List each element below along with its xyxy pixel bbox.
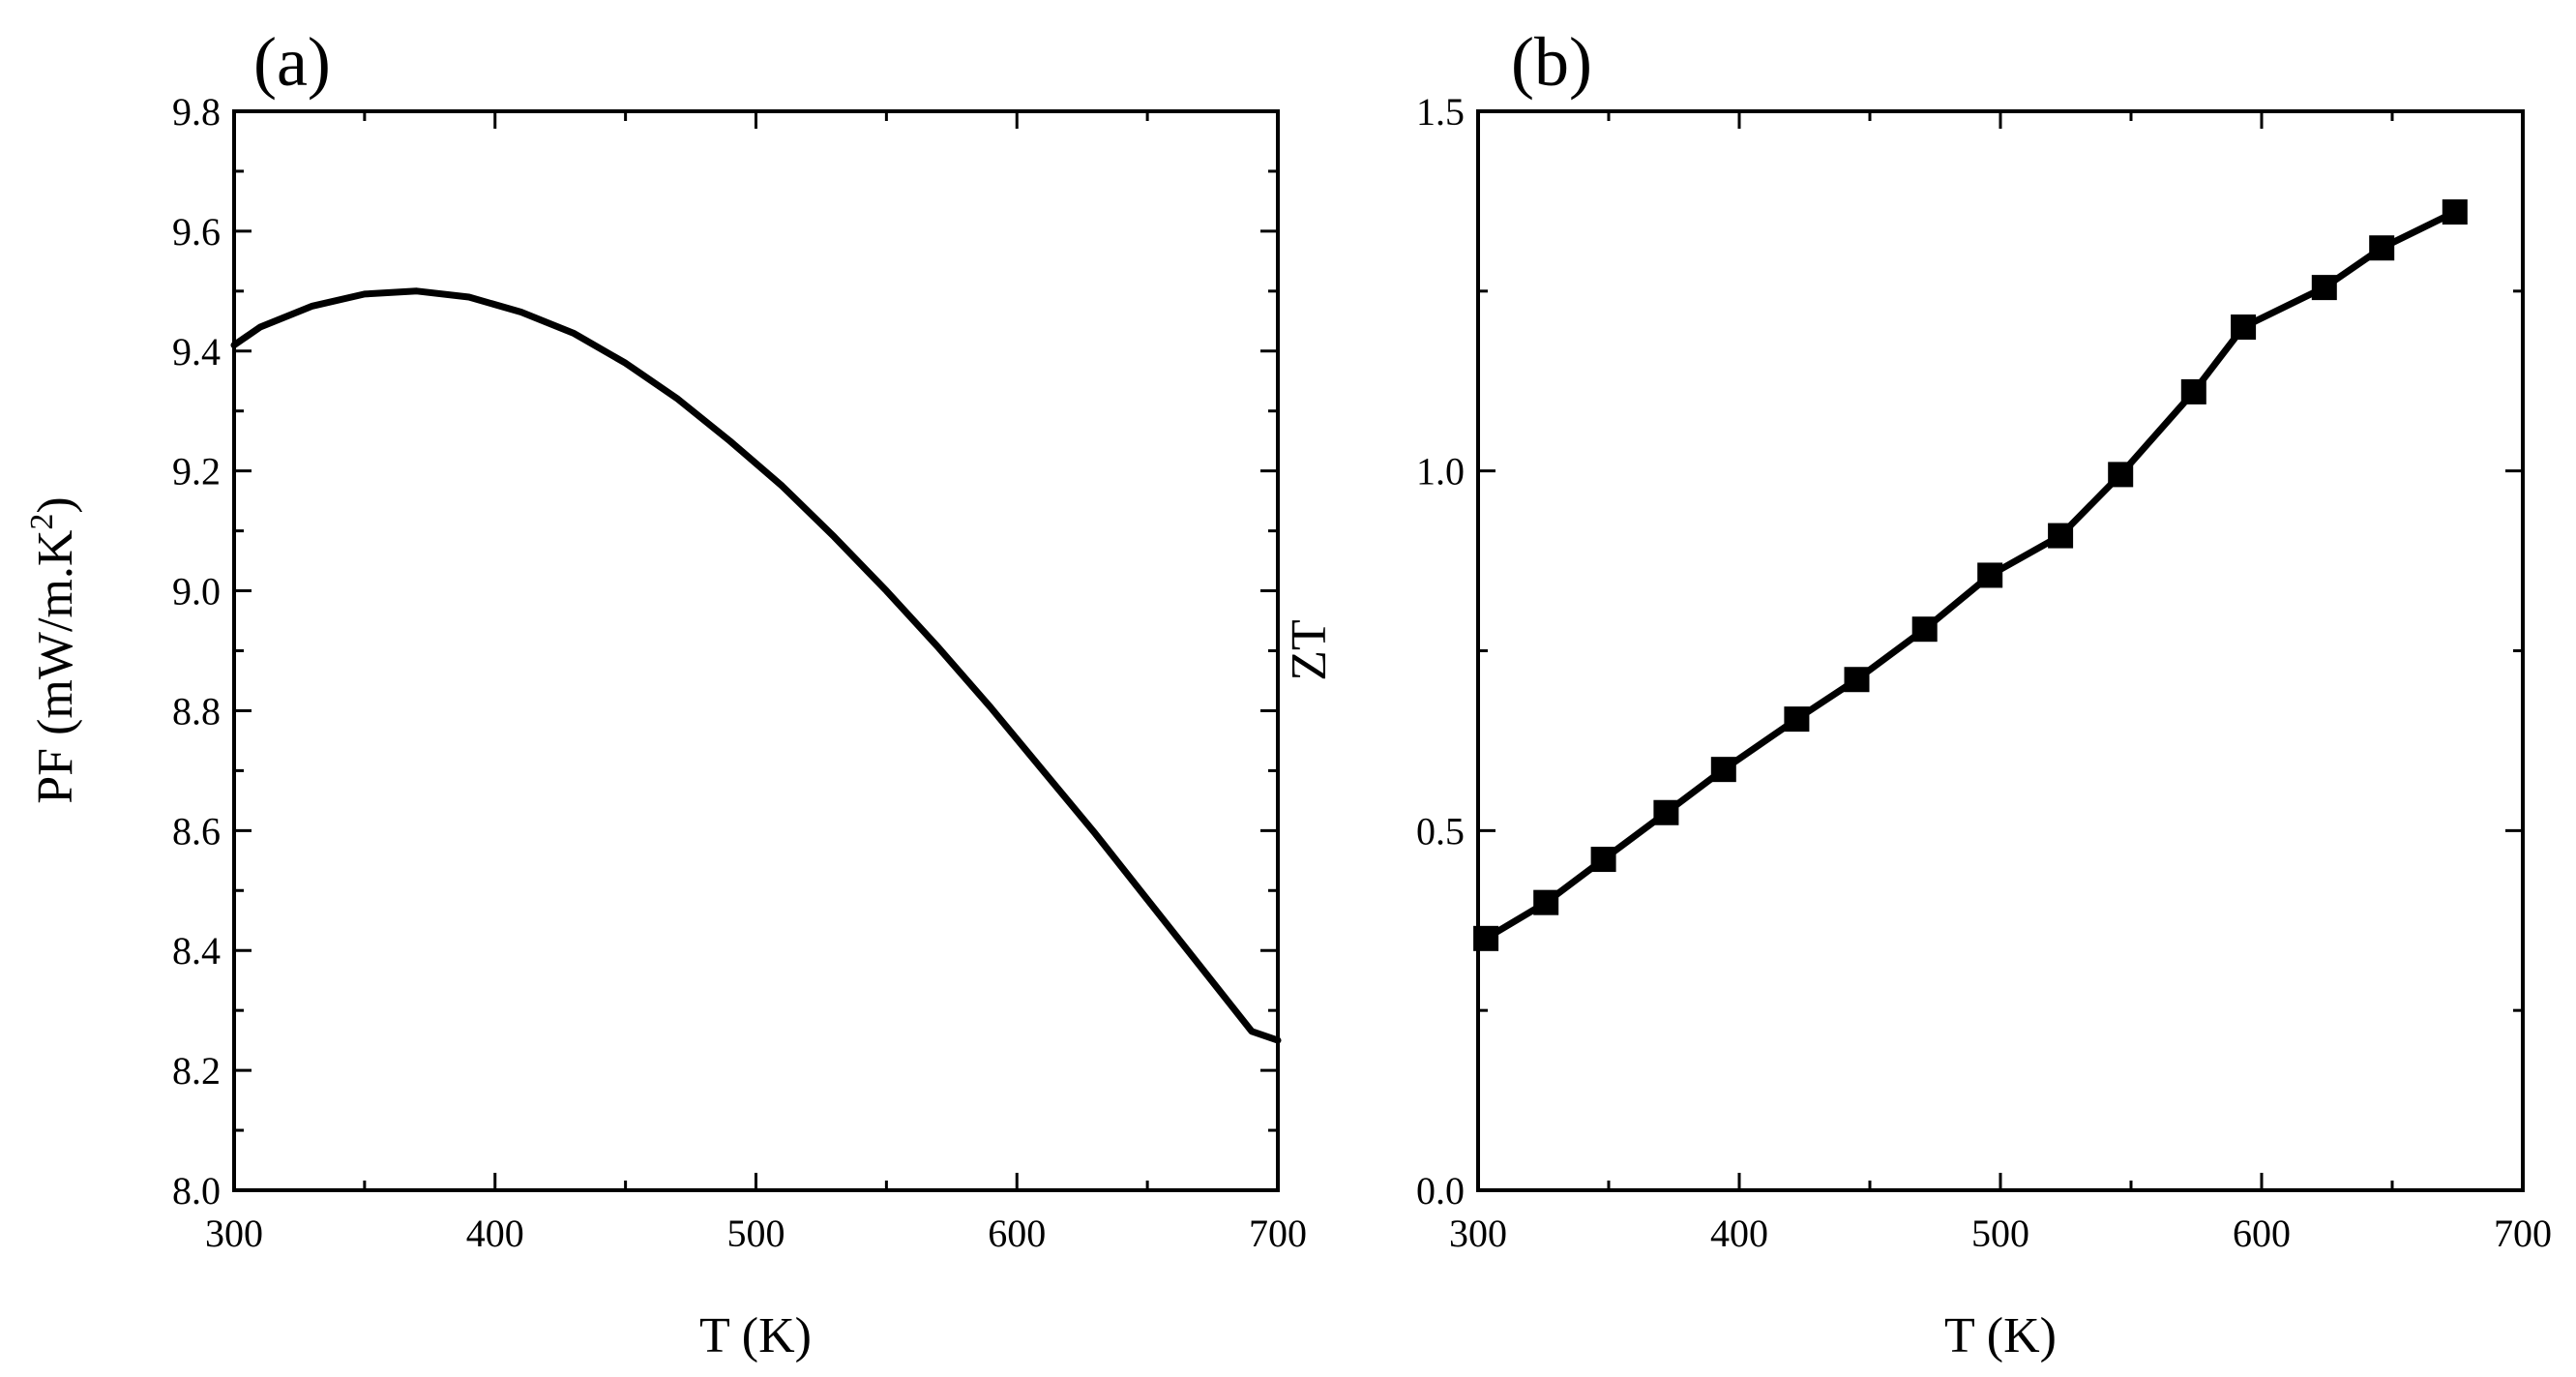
panel-a-y-tick-label: 9.4 (172, 330, 221, 374)
panel-a-y-tick-label: 8.4 (172, 929, 221, 973)
panel-a-marks (230, 287, 1282, 1044)
panel-b-series-line (1482, 208, 2459, 943)
panel-a-y-tick-label: 8.8 (172, 689, 221, 733)
panel-a-x-tick-label: 700 (1249, 1212, 1307, 1255)
panel-a-x-tick-label: 600 (988, 1212, 1046, 1255)
panel-a-plot-frame (232, 109, 1280, 1192)
panel-b-y-tick-label: 1.0 (1416, 450, 1465, 494)
panel-a-y-axis-title-main: PF (mW/m.K (28, 529, 83, 804)
panel-a-label: (a) (253, 23, 331, 101)
chart-panel-b: (b) 300 400 500 600 700 0.0 0.5 1.0 1.5 T (K) ZT (1282, 23, 2552, 1363)
panel-b-data-point (2231, 314, 2257, 340)
panel-b-x-tick-label: 500 (1971, 1212, 2029, 1255)
panel-a-x-axis-title: T (K) (699, 1308, 812, 1363)
panel-b-data-point (1590, 847, 1616, 873)
panel-b-y-tick-label: 0.0 (1416, 1169, 1465, 1212)
panel-b-data-point (1784, 706, 1810, 733)
panel-a-y-tick-label: 9.6 (172, 210, 221, 254)
panel-b-x-tick-label: 600 (2233, 1212, 2291, 1255)
panel-a-y-axis-title-close: ) (28, 496, 83, 513)
panel-a-x-tick-label: 400 (466, 1212, 524, 1255)
panel-a-x-tick-label: 500 (727, 1212, 785, 1255)
panel-b-data-point (2442, 199, 2468, 225)
panel-a-x-tick-label: 300 (205, 1212, 263, 1255)
panel-b-ticks: 300 400 500 600 700 0.0 0.5 1.0 1.5 (1416, 90, 2552, 1255)
panel-b-plot-frame (1476, 109, 2525, 1192)
panel-b-y-tick-label: 0.5 (1416, 809, 1465, 853)
panel-b-x-axis-title: T (K) (1944, 1308, 2057, 1363)
panel-b-data-point (1533, 889, 1559, 915)
panel-b-data-point (1911, 616, 1938, 643)
panel-a-y-tick-label: 9.0 (172, 570, 221, 614)
panel-b-data-point (2369, 235, 2395, 261)
panel-a-series-line (230, 287, 1282, 1044)
panel-b-data-point (1710, 757, 1736, 783)
panel-b-data-point (1844, 667, 1870, 693)
panel-b-data-point (2048, 523, 2074, 549)
panel-b-data-point (2108, 462, 2134, 488)
panel-b-marks (1473, 199, 2468, 951)
panel-b-y-axis-title: ZT (1282, 619, 1337, 681)
chart-panel-a: (a) 300 400 500 600 700 8.0 8.2 8.4 8.6 8.8 9.0 9.2… (24, 23, 1307, 1363)
panel-b-data-point (2180, 378, 2206, 404)
panel-a-y-tick-label: 9.8 (172, 90, 221, 134)
panel-a-y-tick-label: 8.6 (172, 809, 221, 853)
panel-a-y-tick-label: 8.0 (172, 1169, 221, 1212)
panel-a-y-tick-label: 9.2 (172, 450, 221, 494)
panel-b-x-tick-label: 400 (1710, 1212, 1768, 1255)
panel-b-x-tick-label: 300 (1449, 1212, 1507, 1255)
panel-b-x-tick-label: 700 (2494, 1212, 2552, 1255)
panel-b-data-point (2311, 275, 2337, 301)
panel-b-y-tick-label: 1.5 (1416, 90, 1465, 134)
panel-a-y-axis-title: PF (mW/m.K2) (24, 496, 83, 803)
panel-b-label: (b) (1511, 23, 1592, 101)
panel-a-ticks: 300 400 500 600 700 8.0 8.2 8.4 8.6 8.8 9.0 9.2 9.4 9… (172, 90, 1307, 1255)
panel-a-y-tick-label: 8.2 (172, 1049, 221, 1093)
panel-a-y-axis-title-superscript: 2 (24, 514, 60, 530)
panel-b-data-point (1653, 799, 1679, 825)
panel-b-data-point (1977, 562, 2003, 588)
